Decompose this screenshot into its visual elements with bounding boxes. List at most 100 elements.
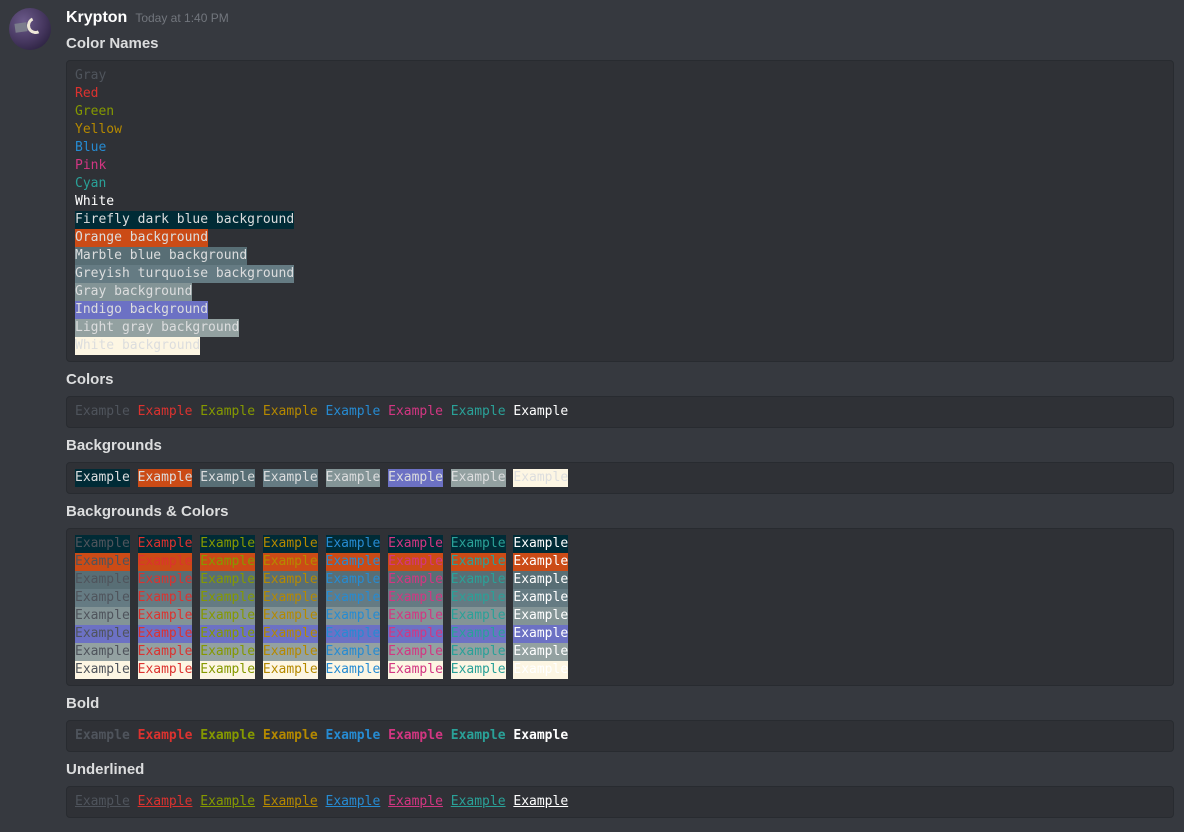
- ansi-text-span: Example: [450, 469, 506, 487]
- ansi-text-span: Example: [450, 728, 506, 743]
- ansi-text-span: Example: [200, 643, 256, 661]
- ansi-text-span: Example: [325, 589, 381, 607]
- ansi-text-span: Example: [450, 404, 506, 419]
- ansi-text-span: Example: [450, 625, 506, 643]
- ansi-text-span: Example: [325, 625, 381, 643]
- ansi-text-span: Example: [513, 553, 569, 571]
- ansi-text-span: Example: [200, 553, 256, 571]
- ansi-text-span: Example: [325, 661, 381, 679]
- ansi-text-span: Example: [137, 728, 193, 743]
- ansi-codeblock-color-names: Gray Red Green Yellow Blue Pink Cyan White Firef…: [66, 60, 1174, 362]
- ansi-text-span: Example: [450, 661, 506, 679]
- ansi-text-span: Example: [137, 404, 193, 419]
- ansi-text-span: Example: [200, 625, 256, 643]
- ansi-text-span: Example: [325, 794, 381, 809]
- ansi-line: Example Example Example Example Example …: [75, 571, 1165, 589]
- ansi-text-span: Example: [200, 607, 256, 625]
- ansi-text-span: Example: [513, 625, 569, 643]
- ansi-text-span: Example: [513, 589, 569, 607]
- ansi-line: Example Example Example Example Example …: [75, 553, 1165, 571]
- ansi-text-span: Example: [262, 643, 318, 661]
- ansi-line: Example Example Example Example Example …: [75, 643, 1165, 661]
- ansi-text-span: Example: [262, 469, 318, 487]
- ansi-text-span: Example: [450, 794, 506, 809]
- ansi-text-span: Example: [388, 404, 443, 419]
- ansi-text-span: Example: [388, 535, 443, 553]
- ansi-text-span: Gray: [75, 68, 107, 83]
- ansi-text-span: Example: [325, 643, 381, 661]
- ansi-text-span: Blue: [75, 140, 107, 155]
- ansi-line: Example Example Example Example Example …: [75, 403, 1165, 421]
- ansi-text-span: Example: [75, 553, 130, 571]
- ansi-text-span: Example: [137, 571, 193, 589]
- ansi-line: Firefly dark blue background: [75, 211, 1165, 229]
- ansi-text-span: Example: [75, 589, 130, 607]
- ansi-text-span: Example: [75, 643, 130, 661]
- ansi-text-span: Cyan: [75, 176, 107, 191]
- ansi-line: White: [75, 193, 1165, 211]
- ansi-text-span: Example: [388, 728, 443, 743]
- ansi-line: Greyish turquoise background: [75, 265, 1165, 283]
- ansi-line: Example Example Example Example Example …: [75, 625, 1165, 643]
- ansi-line: Example Example Example Example Example …: [75, 607, 1165, 625]
- ansi-text-span: Example: [388, 607, 443, 625]
- ansi-line: Cyan: [75, 175, 1165, 193]
- ansi-text-span: Example: [75, 661, 130, 679]
- ansi-text-span: Pink: [75, 158, 107, 173]
- ansi-text-span: Yellow: [75, 122, 122, 137]
- username[interactable]: Krypton: [66, 9, 128, 26]
- section-heading-backgrounds-colors: Backgrounds & Colors: [66, 503, 229, 520]
- ansi-text-span: Example: [137, 661, 193, 679]
- ansi-text-span: Example: [262, 553, 318, 571]
- ansi-text-span: Example: [262, 661, 318, 679]
- ansi-text-span: Example: [513, 404, 569, 419]
- ansi-text-span: Green: [75, 104, 115, 119]
- ansi-line: Example Example Example Example Example …: [75, 727, 1165, 745]
- ansi-line: Green: [75, 103, 1165, 121]
- ansi-text-span: Example: [388, 589, 443, 607]
- ansi-text-span: Example: [200, 589, 256, 607]
- message-header: Krypton Today at 1:40 PM: [66, 8, 1174, 30]
- ansi-text-span: Example: [450, 535, 506, 553]
- ansi-text-span: Example: [262, 728, 318, 743]
- ansi-text-span: Example: [388, 553, 443, 571]
- ansi-text-span: Example: [388, 625, 443, 643]
- ansi-text-span: Example: [137, 625, 193, 643]
- ansi-text-span: Example: [262, 571, 318, 589]
- ansi-text-span: Example: [75, 794, 130, 809]
- ansi-text-span: Example: [450, 607, 506, 625]
- ansi-text-span: Example: [200, 535, 256, 553]
- ansi-text-span: Example: [75, 728, 130, 743]
- section-heading-colors: Colors: [66, 371, 114, 388]
- ansi-text-span: Firefly dark blue background: [75, 211, 295, 229]
- ansi-text-span: Example: [325, 404, 381, 419]
- ansi-text-span: Example: [137, 607, 193, 625]
- ansi-line: White background: [75, 337, 1165, 355]
- ansi-line: Light gray background: [75, 319, 1165, 337]
- ansi-text-span: Example: [137, 553, 193, 571]
- ansi-text-span: Example: [262, 794, 318, 809]
- ansi-line: Gray background: [75, 283, 1165, 301]
- ansi-text-span: Example: [388, 661, 443, 679]
- ansi-text-span: Example: [325, 728, 381, 743]
- ansi-text-span: Example: [137, 535, 193, 553]
- section-heading-bold: Bold: [66, 695, 100, 712]
- ansi-text-span: White: [75, 194, 115, 209]
- ansi-text-span: Example: [200, 571, 256, 589]
- ansi-text-span: Light gray background: [75, 319, 240, 337]
- avatar[interactable]: [9, 8, 51, 50]
- ansi-line: Pink: [75, 157, 1165, 175]
- ansi-text-span: Example: [450, 643, 506, 661]
- ansi-text-span: Example: [325, 571, 381, 589]
- ansi-text-span: Example: [262, 535, 318, 553]
- ansi-text-span: Example: [200, 728, 256, 743]
- ansi-text-span: Example: [513, 728, 569, 743]
- section-heading-color-names: Color Names: [66, 35, 159, 52]
- ansi-text-span: Example: [262, 625, 318, 643]
- ansi-text-span: Example: [137, 589, 193, 607]
- ansi-text-span: Red: [75, 86, 99, 101]
- ansi-text-span: Greyish turquoise background: [75, 265, 295, 283]
- ansi-text-span: Example: [137, 794, 193, 809]
- ansi-text-span: Example: [137, 469, 193, 487]
